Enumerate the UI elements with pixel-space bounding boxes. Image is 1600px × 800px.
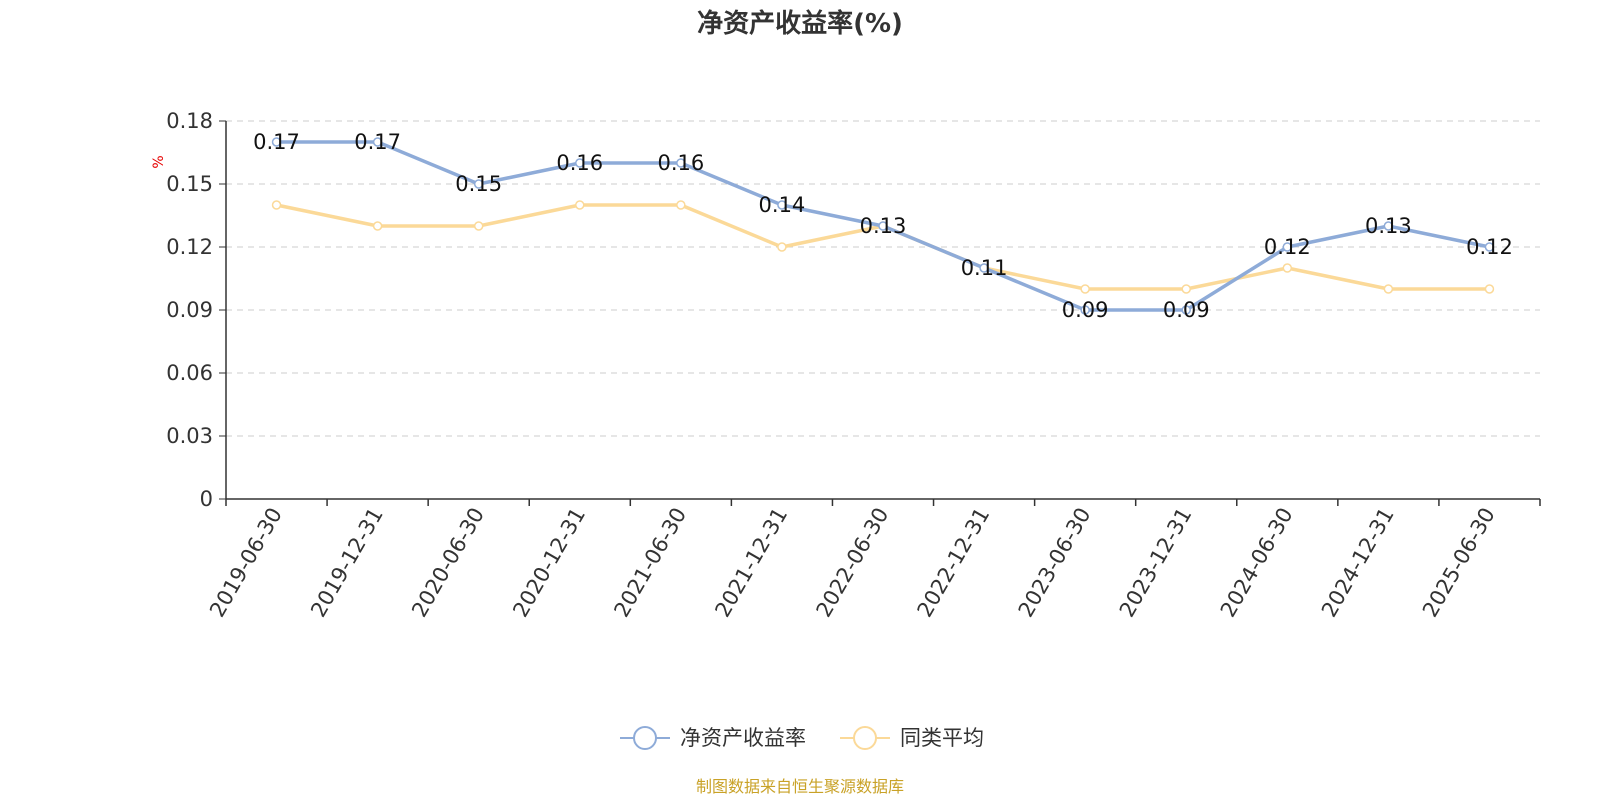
x-tick-label: 2021-12-31: [710, 504, 792, 622]
source-note: 制图数据来自恒生聚源数据库: [696, 777, 904, 796]
gridlines: [226, 120, 1540, 437]
x-tick-label: 2020-12-31: [508, 504, 590, 622]
data-point: [676, 158, 686, 168]
data-point: [575, 158, 585, 168]
data-point: [1282, 263, 1293, 273]
x-tick-label: 2024-12-31: [1317, 504, 1399, 622]
legend[interactable]: 净资产收益率 同类平均: [620, 726, 984, 750]
legend-marker-circle: [633, 726, 657, 750]
data-point: [1383, 284, 1394, 294]
data-point: [676, 200, 686, 210]
x-tick-label: 2022-06-30: [812, 504, 894, 622]
data-point: [473, 221, 484, 231]
y-tick-label: 0.03: [166, 424, 213, 448]
x-tick-label: 2019-06-30: [205, 504, 287, 622]
x-tick-label: 2020-06-30: [407, 504, 489, 622]
data-point: [1282, 242, 1293, 252]
data-point: [372, 221, 383, 231]
data-point: [271, 137, 282, 147]
data-point: [1080, 284, 1090, 294]
data-point: [372, 137, 383, 147]
data-label: 0.13: [860, 214, 907, 238]
data-label: 0.09: [1062, 298, 1109, 322]
x-axis-ticks: 2019-06-30 2019-12-31 2020-06-30 2020-12-31…: [205, 499, 1541, 622]
data-point: [979, 263, 989, 273]
data-point: [271, 200, 282, 210]
data-label: 0.14: [759, 193, 806, 217]
y-axis-ticks: 0 0.03 0.06 0.09 0.12 0.15 0.18: [166, 109, 226, 511]
x-tick-label: 2023-12-31: [1115, 504, 1197, 622]
data-label: 0.17: [354, 130, 401, 154]
data-label: 0.12: [1264, 235, 1311, 259]
legend-marker-circle: [853, 726, 877, 750]
series-lines: [271, 137, 1495, 315]
data-point: [1484, 242, 1495, 252]
y-tick-label: 0.09: [166, 298, 213, 322]
data-label: 0.12: [1466, 235, 1513, 259]
data-point: [777, 200, 787, 210]
data-label: 0.13: [1365, 214, 1412, 238]
data-label: 0.09: [1163, 298, 1210, 322]
legend-item-label: 同类平均: [900, 726, 984, 750]
data-point: [473, 179, 484, 189]
data-label: 0.16: [657, 151, 704, 175]
data-label: 0.15: [455, 172, 502, 196]
x-tick-label: 2021-06-30: [609, 504, 691, 622]
y-tick-label: 0.12: [166, 235, 213, 259]
data-point: [777, 242, 787, 252]
y-tick-label: 0: [200, 487, 213, 511]
legend-item-label: 净资产收益率: [680, 726, 806, 750]
data-point: [1181, 284, 1191, 294]
data-point: [1484, 284, 1495, 294]
x-tick-label: 2025-06-30: [1418, 504, 1500, 622]
y-tick-label: 0.18: [166, 109, 213, 133]
data-point: [575, 200, 585, 210]
data-labels: 0.17 0.17 0.15 0.16 0.16 0.14 0.13 0.11 0.09 0.09…: [253, 130, 1513, 322]
data-point: [1383, 221, 1394, 231]
data-point: [1181, 305, 1191, 315]
data-point: [878, 221, 888, 231]
x-tick-label: 2023-06-30: [1014, 504, 1096, 622]
data-label: 0.11: [961, 256, 1008, 280]
y-tick-label: 0.06: [166, 361, 213, 385]
x-tick-label: 2024-06-30: [1216, 504, 1298, 622]
data-label: 0.17: [253, 130, 300, 154]
y-tick-label: 0.15: [166, 172, 213, 196]
chart-title: 净资产收益率(%): [697, 8, 903, 39]
data-label: 0.16: [556, 151, 603, 175]
x-tick-label: 2019-12-31: [306, 504, 388, 622]
y-axis-unit: %: [151, 155, 167, 168]
x-tick-label: 2022-12-31: [913, 504, 995, 622]
data-point: [1080, 305, 1090, 315]
